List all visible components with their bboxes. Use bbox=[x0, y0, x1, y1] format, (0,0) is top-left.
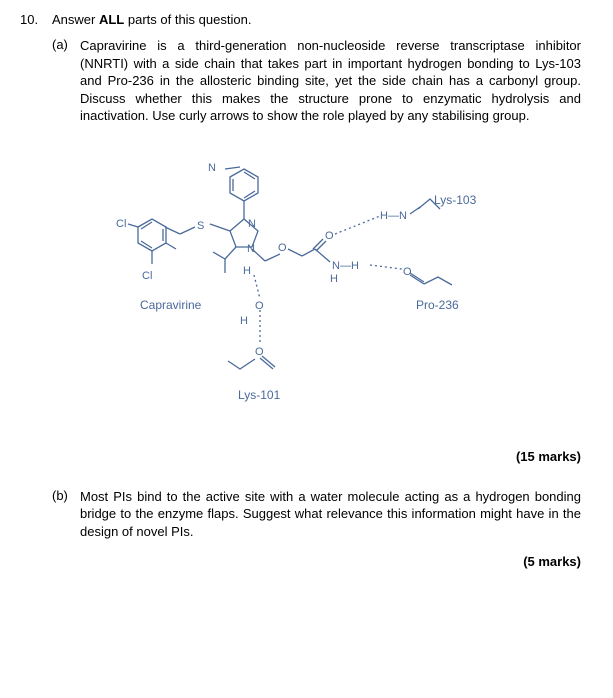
svg-text:O: O bbox=[325, 230, 334, 242]
svg-text:H: H bbox=[243, 265, 251, 277]
svg-text:N: N bbox=[208, 162, 216, 174]
part-a-marks: (15 marks) bbox=[20, 449, 581, 464]
svg-text:Cl: Cl bbox=[142, 270, 152, 282]
svg-text:S: S bbox=[197, 220, 204, 232]
svg-text:H: H bbox=[240, 315, 248, 327]
svg-text:Cl: Cl bbox=[116, 218, 126, 230]
part-a: (a) Capravirine is a third-generation no… bbox=[52, 37, 581, 125]
part-b-label: (b) bbox=[52, 488, 80, 541]
svg-text:O: O bbox=[278, 242, 287, 254]
instr-pre: Answer bbox=[52, 12, 99, 27]
svg-text:H—N: H—N bbox=[380, 210, 407, 222]
svg-text:N: N bbox=[247, 243, 255, 255]
chemical-structure-figure: N N N S Cl Cl bbox=[80, 149, 520, 429]
part-b-text: Most PIs bind to the active site with a … bbox=[80, 488, 581, 541]
instr-bold: ALL bbox=[99, 12, 124, 27]
svg-text:N—H: N—H bbox=[332, 260, 359, 272]
svg-text:O: O bbox=[255, 300, 264, 312]
instr-post: parts of this question. bbox=[124, 12, 251, 27]
capravirine-svg: N N N S Cl Cl bbox=[80, 149, 520, 429]
svg-text:H: H bbox=[330, 273, 338, 285]
part-b-marks: (5 marks) bbox=[20, 554, 581, 569]
pro236-label: Pro-236 bbox=[416, 298, 459, 312]
question-header: 10. Answer ALL parts of this question. bbox=[20, 12, 581, 27]
part-a-text: Capravirine is a third-generation non-nu… bbox=[80, 37, 581, 125]
svg-text:O: O bbox=[403, 266, 412, 278]
svg-text:N: N bbox=[248, 218, 256, 230]
question-instruction: Answer ALL parts of this question. bbox=[52, 12, 581, 27]
exam-page: 10. Answer ALL parts of this question. (… bbox=[0, 0, 613, 581]
lys101-label: Lys-101 bbox=[238, 388, 281, 402]
capravirine-label: Capravirine bbox=[140, 298, 202, 312]
question-number: 10. bbox=[20, 12, 52, 27]
part-b: (b) Most PIs bind to the active site wit… bbox=[52, 488, 581, 541]
part-a-label: (a) bbox=[52, 37, 80, 125]
lys103-label: Lys-103 bbox=[434, 193, 477, 207]
